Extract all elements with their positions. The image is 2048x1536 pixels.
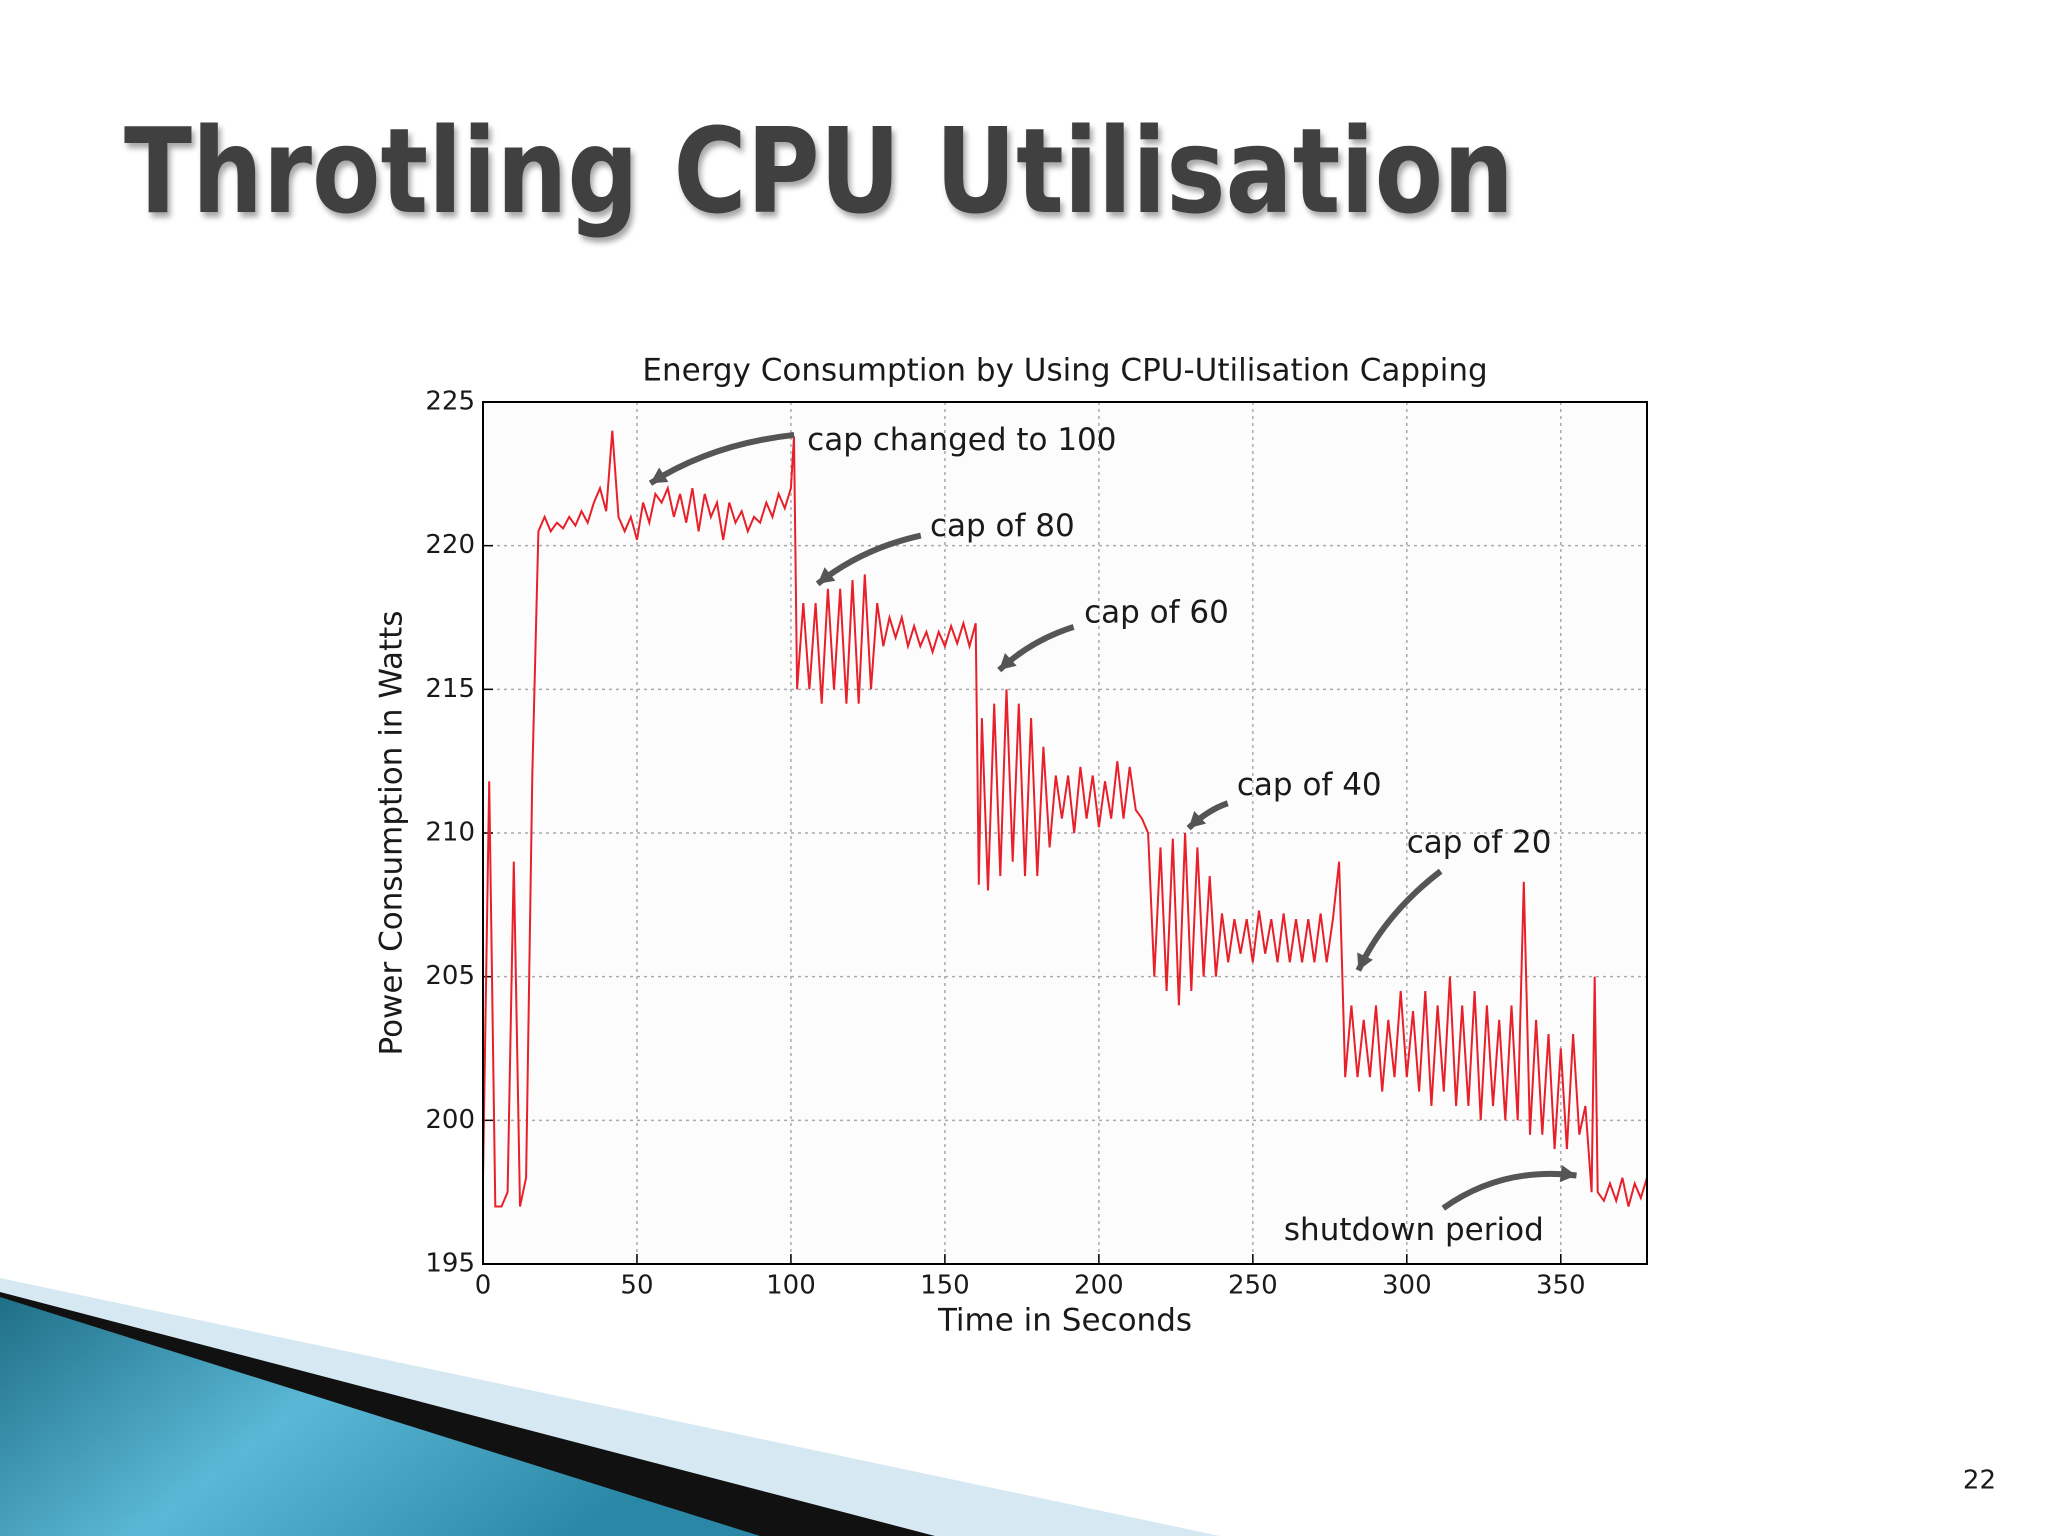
page-number: 22 (1963, 1466, 1996, 1496)
x-tick-label: 200 (1074, 1271, 1124, 1301)
x-tick-label: 0 (475, 1271, 492, 1301)
annotation: cap of 80 (930, 508, 1075, 544)
annotation-arrowhead (817, 567, 836, 584)
annotation-arrowhead (650, 467, 669, 484)
annotation-arrowhead (999, 652, 1017, 671)
y-tick-label: 220 (425, 530, 475, 560)
y-tick-label: 195 (425, 1249, 475, 1279)
x-tick-label: 350 (1536, 1271, 1586, 1301)
annotation: cap of 20 (1407, 824, 1552, 860)
data-line (482, 430, 1648, 1208)
x-tick-label: 50 (620, 1271, 653, 1301)
annotation-arrow (648, 431, 795, 486)
annotation-arrowhead (1357, 952, 1373, 971)
annotation: cap changed to 100 (807, 422, 1116, 458)
annotation-arrowhead (1188, 810, 1207, 829)
x-tick-label: 300 (1382, 1271, 1432, 1301)
chart-title: Energy Consumption by Using CPU-Utilisat… (642, 353, 1487, 389)
annotation: shutdown period (1284, 1212, 1544, 1248)
annotation-arrowhead (1559, 1165, 1577, 1183)
y-axis-label: Power Consumption in Watts (374, 611, 410, 1056)
plot-frame (482, 401, 1648, 1265)
annotation: cap of 60 (1084, 594, 1229, 630)
y-tick-label: 215 (425, 674, 475, 704)
y-tick-label: 210 (425, 818, 475, 848)
annotation-arrow (1441, 1170, 1577, 1211)
y-tick-label: 205 (425, 961, 475, 991)
slide-title: Throtling CPU Utilisation (124, 102, 1514, 240)
x-tick-label: 150 (920, 1271, 970, 1301)
chart: 195 200 205 210 215 220 225 0 50 100 150 200 250 300 3… (374, 353, 1648, 1339)
x-tick-label: 100 (766, 1271, 816, 1301)
x-axis-label: Time in Seconds (937, 1303, 1192, 1339)
y-tick-label: 200 (425, 1105, 475, 1135)
x-tick-label: 250 (1228, 1271, 1278, 1301)
y-tick-label: 225 (425, 387, 475, 417)
annotation: cap of 40 (1237, 767, 1382, 803)
decor-teal (0, 1297, 760, 1536)
